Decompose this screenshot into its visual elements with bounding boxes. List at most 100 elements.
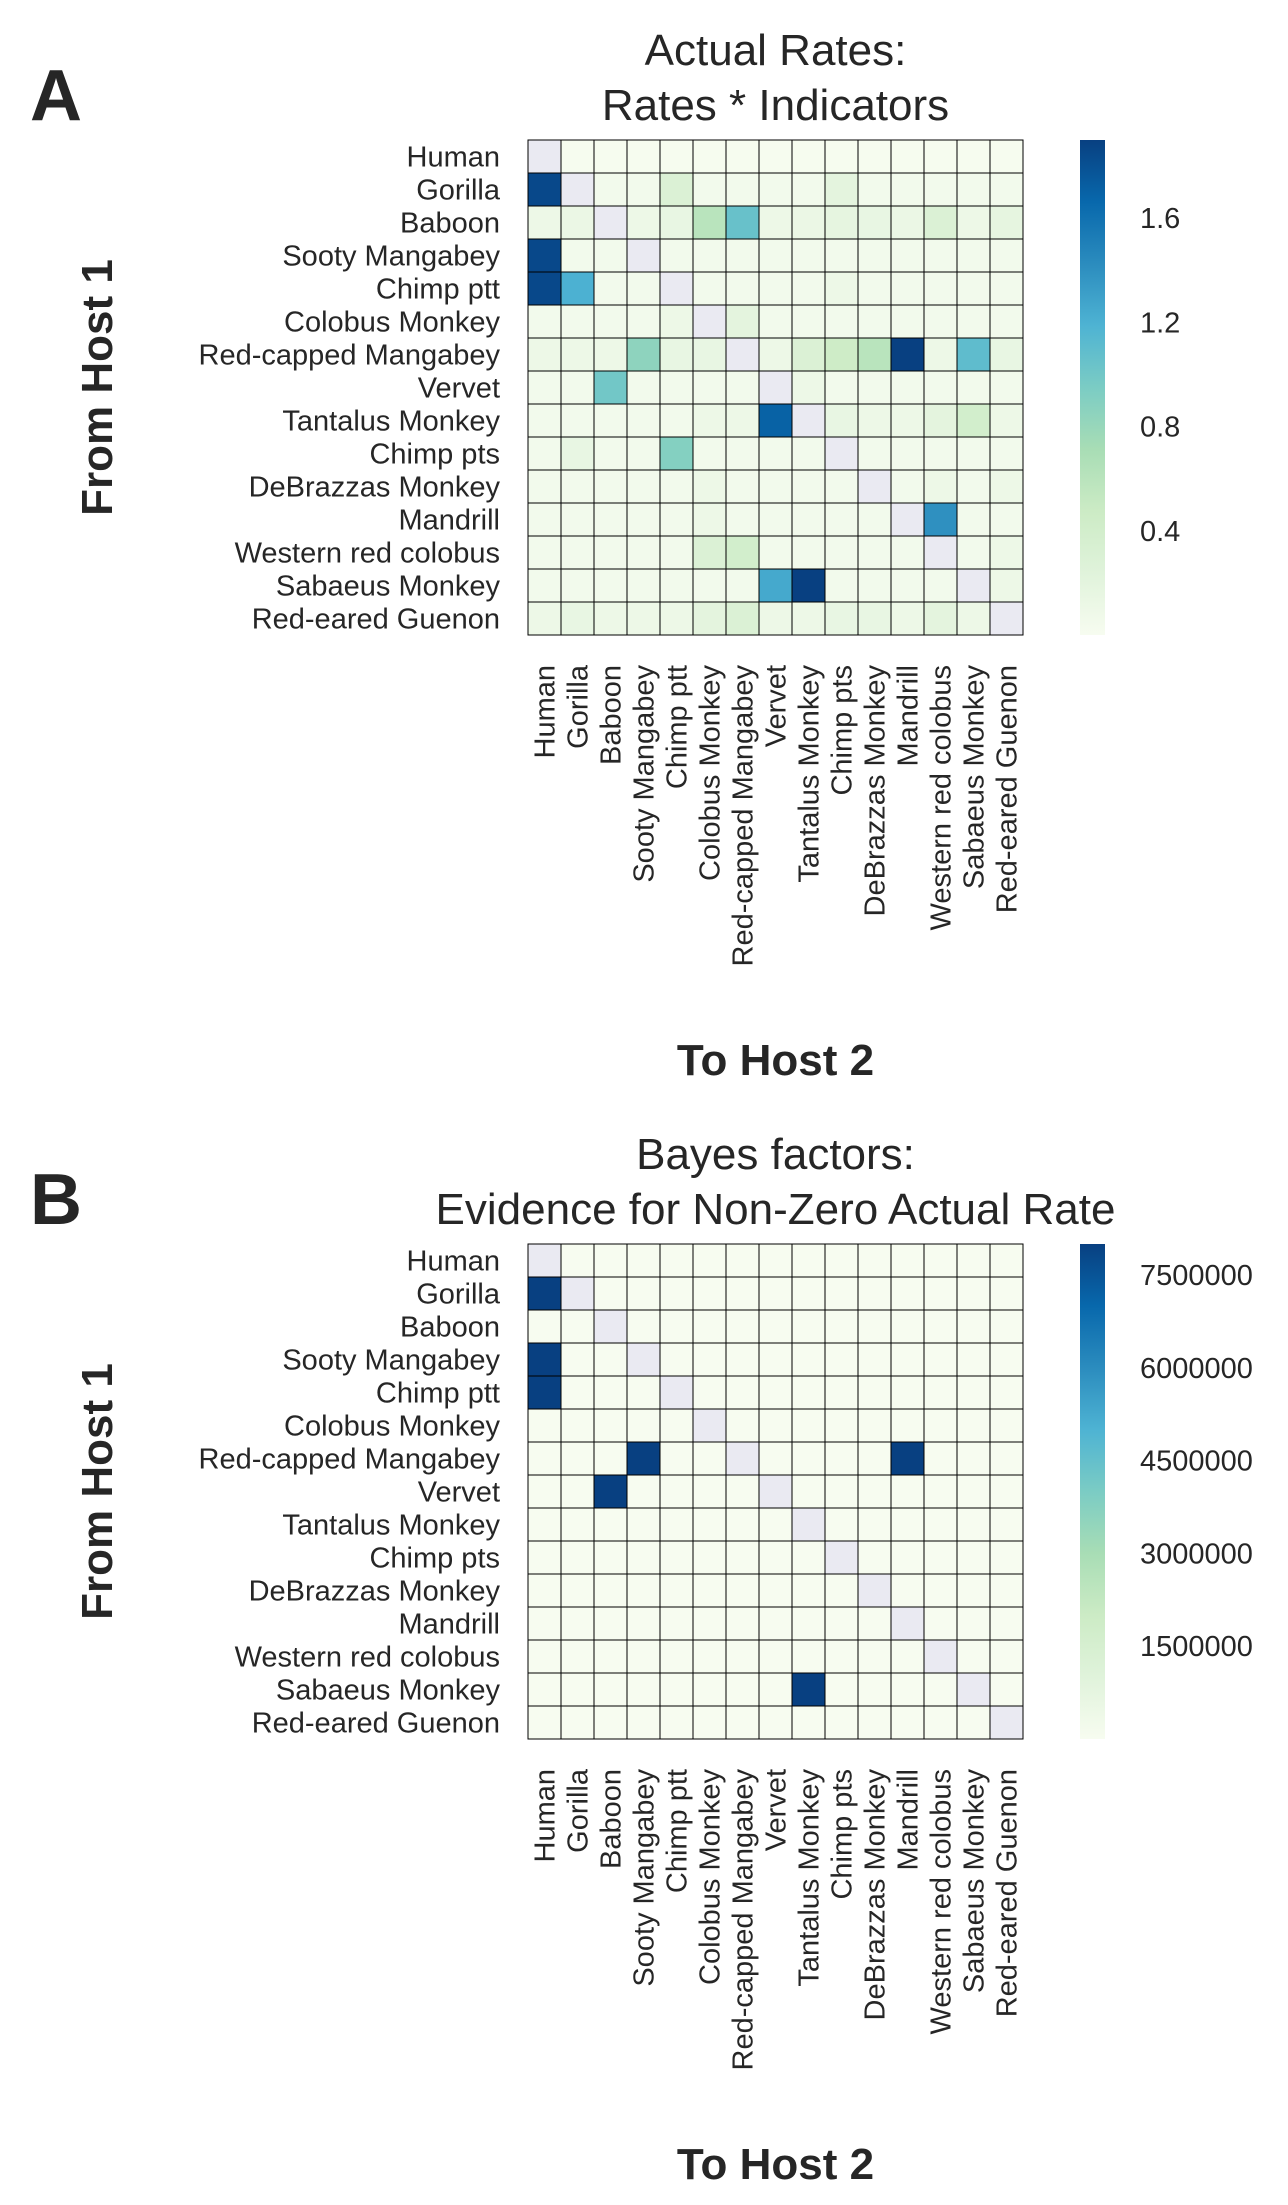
heatmap-cell — [956, 1507, 991, 1542]
heatmap-cell — [725, 205, 760, 240]
row-tick-label: Chimp ptt — [376, 1378, 500, 1410]
heatmap-cell — [857, 172, 892, 207]
heatmap-cell — [857, 370, 892, 405]
heatmap-cell — [560, 403, 595, 438]
heatmap-cell — [857, 1606, 892, 1641]
heatmap-cell — [527, 469, 562, 504]
heatmap-cell — [824, 1243, 859, 1278]
heatmap-cell — [692, 1309, 727, 1344]
heatmap-cell — [956, 1573, 991, 1608]
heatmap-cell — [725, 535, 760, 570]
heatmap-cell — [956, 1276, 991, 1311]
heatmap-cell — [758, 1243, 793, 1278]
heatmap-cell — [824, 139, 859, 174]
heatmap-cell — [956, 601, 991, 636]
heatmap-cell — [659, 370, 694, 405]
heatmap-cell — [527, 1507, 562, 1542]
heatmap-cell — [527, 1573, 562, 1608]
heatmap-cell — [890, 271, 925, 306]
heatmap-cell — [923, 403, 958, 438]
heatmap-cell — [824, 1507, 859, 1542]
heatmap-cell — [923, 469, 958, 504]
heatmap-cell — [692, 568, 727, 603]
heatmap-cell — [560, 304, 595, 339]
heatmap-cell — [626, 1606, 661, 1641]
heatmap-cell — [692, 502, 727, 537]
row-tick-label: Sooty Mangabey — [282, 241, 500, 273]
colorbar-tick-label: 0.4 — [1140, 516, 1180, 548]
heatmap-cell — [956, 337, 991, 372]
heatmap-cell — [659, 1342, 694, 1377]
heatmap-cell — [890, 238, 925, 273]
row-tick-label: Mandrill — [398, 505, 500, 537]
heatmap-cell — [890, 1573, 925, 1608]
heatmap-cell — [527, 1639, 562, 1674]
heatmap-cell — [989, 1639, 1024, 1674]
heatmap-cell — [659, 436, 694, 471]
heatmap-cell — [791, 535, 826, 570]
heatmap-cell — [956, 1243, 991, 1278]
heatmap-cell — [659, 304, 694, 339]
panel-letter: B — [30, 1160, 82, 1240]
heatmap-cell — [923, 238, 958, 273]
heatmap-cell — [857, 1408, 892, 1443]
heatmap-cell — [560, 1540, 595, 1575]
heatmap-cell — [626, 271, 661, 306]
column-tick-label: Western red colobus — [926, 1769, 958, 2034]
heatmap-cell — [758, 568, 793, 603]
heatmap-cell — [791, 1375, 826, 1410]
column-tick-label: Red-capped Mangabey — [728, 1769, 760, 2071]
heatmap-cell — [791, 1540, 826, 1575]
heatmap-cell — [560, 1441, 595, 1476]
heatmap-cell — [758, 1507, 793, 1542]
heatmap-cell — [659, 1408, 694, 1443]
heatmap-cell — [626, 304, 661, 339]
heatmap-cell — [890, 205, 925, 240]
heatmap-cell — [659, 1540, 694, 1575]
heatmap-cell — [989, 535, 1024, 570]
heatmap-cell — [692, 1375, 727, 1410]
heatmap-cell — [725, 1408, 760, 1443]
heatmap-cell — [956, 1309, 991, 1344]
heatmap-cell — [593, 1474, 628, 1509]
heatmap-cell — [593, 238, 628, 273]
heatmap-cell — [758, 271, 793, 306]
heatmap-cell — [989, 1573, 1024, 1608]
heatmap-cell — [626, 370, 661, 405]
heatmap-cell — [824, 304, 859, 339]
heatmap-cell — [659, 1606, 694, 1641]
heatmap-cell — [890, 1342, 925, 1377]
heatmap-cell — [890, 1606, 925, 1641]
heatmap-cell — [626, 1375, 661, 1410]
x-axis-label: To Host 2 — [677, 1036, 874, 1085]
heatmap-cell — [692, 1507, 727, 1542]
heatmap-cell — [791, 238, 826, 273]
y-axis-label: From Host 1 — [73, 259, 122, 516]
heatmap-cell — [890, 535, 925, 570]
colorbar-tick-label: 4500000 — [1140, 1446, 1253, 1478]
heatmap-cell — [659, 403, 694, 438]
heatmap-cell — [857, 337, 892, 372]
colorbar — [1080, 140, 1105, 635]
heatmap-cell — [923, 304, 958, 339]
heatmap-cell — [857, 304, 892, 339]
heatmap-cell — [923, 370, 958, 405]
heatmap-cell — [956, 172, 991, 207]
column-tick-label: DeBrazzas Monkey — [860, 665, 892, 917]
heatmap-cell — [692, 271, 727, 306]
chart-title: Actual Rates: — [645, 26, 907, 75]
heatmap-cell — [890, 1639, 925, 1674]
heatmap-cell — [857, 1507, 892, 1542]
heatmap-cell — [593, 304, 628, 339]
heatmap-cell — [560, 139, 595, 174]
heatmap-cell — [857, 1342, 892, 1377]
heatmap-cell — [527, 1705, 562, 1740]
heatmap-cell — [956, 370, 991, 405]
heatmap-cell — [758, 205, 793, 240]
heatmap-cell — [593, 469, 628, 504]
heatmap-cell — [824, 469, 859, 504]
heatmap-cell — [560, 1573, 595, 1608]
heatmap-cell — [857, 403, 892, 438]
